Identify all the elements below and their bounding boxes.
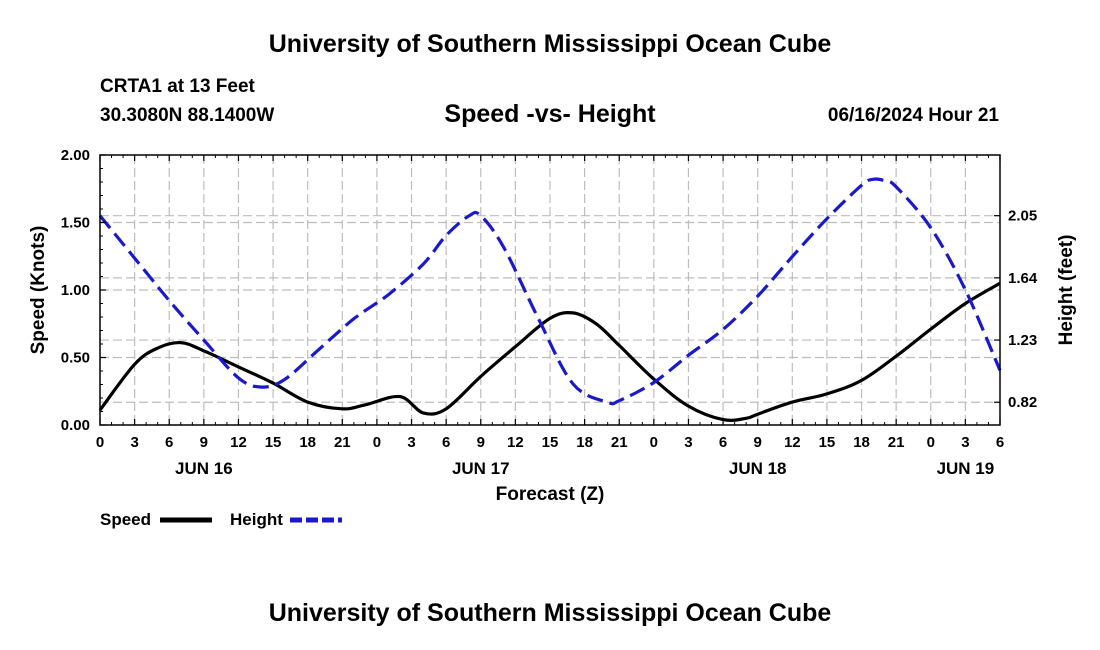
y-tick-label: 1.50 [61,215,90,232]
x-tick-label: 3 [961,434,969,451]
y2-axis-title: Height (feet) [1056,235,1077,346]
axis-labels: 0 3 6 9 12 15 18 21 0 3 6 9 12 15 18 21 0 3 6 9 12 15 18 21 0 3 6J… [61,147,1038,478]
x-tick-label: 21 [611,434,628,451]
y2-tick-label: 2.05 [1008,208,1037,225]
legend-speed-label: Speed [100,510,151,529]
x-tick-label: 0 [373,434,381,451]
x-tick-label: 0 [927,434,935,451]
coordinates-label: 30.3080N 88.1400W [100,105,275,126]
y-tick-label: 1.00 [61,282,90,299]
y2-tick-label: 0.82 [1008,394,1037,411]
x-tick-label: 18 [576,434,593,451]
y-tick-label: 0.50 [61,350,90,367]
y-tick-label: 0.00 [61,417,90,434]
day-label: JUN 18 [729,459,787,478]
speed-height-chart: 0 3 6 9 12 15 18 21 0 3 6 9 12 15 18 21 0 3 6 9 12 15 18 21 0 3 6J… [28,147,1077,529]
x-tick-label: 21 [888,434,905,451]
x-tick-label: 15 [542,434,559,451]
x-tick-label: 3 [130,434,138,451]
x-tick-label: 12 [784,434,801,451]
x-tick-label: 12 [230,434,247,451]
x-tick-label: 0 [650,434,658,451]
x-tick-label: 6 [442,434,450,451]
forecast-datetime: 06/16/2024 Hour 21 [827,105,999,126]
x-tick-label: 15 [819,434,836,451]
chart-title: Speed -vs- Height [444,100,656,128]
x-tick-label: 6 [719,434,727,451]
grid-lines [100,155,1000,425]
x-tick-label: 6 [165,434,173,451]
day-label: JUN 19 [937,459,995,478]
day-label: JUN 16 [175,459,233,478]
speed-series-line [98,281,1001,422]
legend-height-label: Height [230,510,283,529]
y-axis-title: Speed (Knots) [28,226,49,355]
axis-ticks [99,154,1001,426]
x-tick-label: 15 [265,434,282,451]
height-series-line [98,177,1002,406]
footer-title: University of Southern Mississippi Ocean… [268,599,832,627]
y-tick-label: 2.00 [61,147,90,164]
day-label: JUN 17 [452,459,510,478]
x-tick-label: 3 [407,434,415,451]
y2-tick-label: 1.64 [1008,270,1038,287]
page-title: University of Southern Mississippi Ocean… [268,30,832,58]
x-tick-label: 18 [853,434,870,451]
series-lines [98,177,1002,422]
y2-tick-label: 1.23 [1008,332,1037,349]
x-tick-label: 9 [754,434,762,451]
x-tick-label: 6 [996,434,1004,451]
x-tick-label: 18 [299,434,316,451]
x-axis-title: Forecast (Z) [496,484,605,505]
x-tick-label: 21 [334,434,351,451]
x-tick-label: 9 [200,434,208,451]
x-tick-label: 3 [684,434,692,451]
x-tick-label: 0 [96,434,104,451]
x-tick-label: 12 [507,434,524,451]
x-tick-label: 9 [477,434,485,451]
station-label: CRTA1 at 13 Feet [100,76,255,97]
legend: Speed Height [100,510,342,529]
